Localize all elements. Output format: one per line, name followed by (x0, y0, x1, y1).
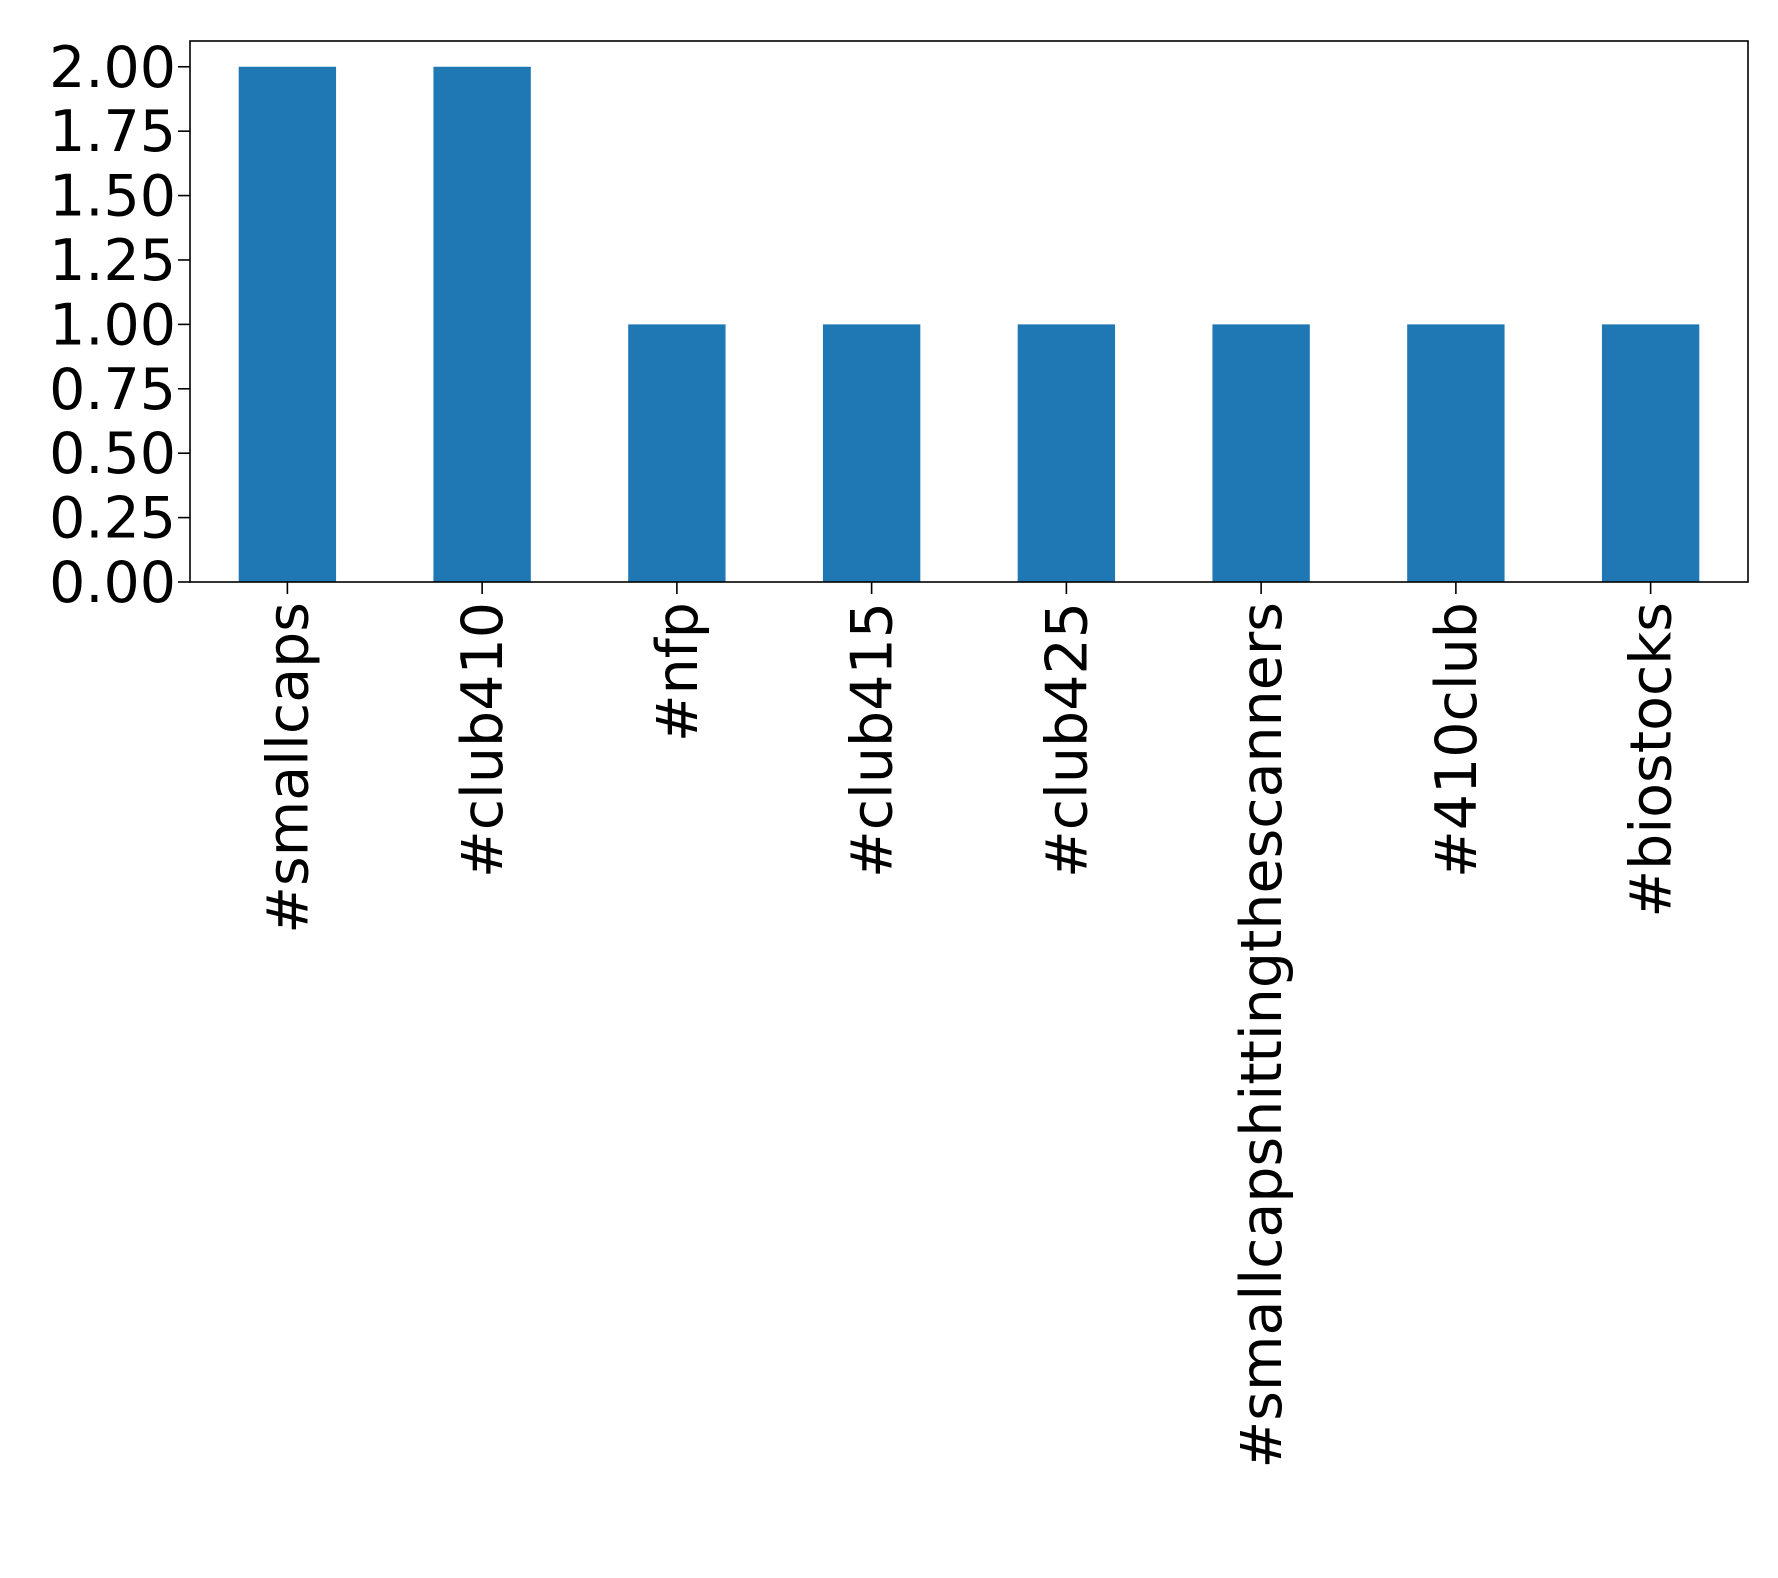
bar-410club (1407, 324, 1505, 582)
x-axis: #smallcaps #club410 #nfp #club415 #club425 #s… (255, 582, 1685, 1469)
x-tick-label-smallcapshittingthescanners: #smallcapshittingthescanners (1229, 602, 1295, 1469)
x-tick-label-410club: #410club (1424, 602, 1490, 878)
y-tick-label: 1.25 (49, 228, 176, 294)
y-tick-label: 2.00 (49, 35, 176, 101)
bar-biostocks (1601, 324, 1700, 582)
bar-smallcaps (238, 66, 337, 582)
bar-club415 (822, 324, 921, 582)
bar-nfp (628, 324, 726, 582)
y-tick-label: 1.75 (49, 99, 176, 165)
plot-frame (189, 40, 1749, 583)
bar-club410 (433, 66, 531, 582)
y-axis: 0.000.250.500.751.001.251.501.752.00 (49, 35, 190, 616)
y-tick-label: 1.00 (49, 292, 176, 358)
x-tick-label-club410: #club410 (450, 602, 516, 878)
bars-group (238, 66, 1700, 582)
y-tick-label: 1.50 (49, 164, 176, 230)
bar-club425 (1017, 324, 1116, 582)
bar-smallcapshittingthescanners (1212, 324, 1310, 582)
y-tick-label: 0.25 (49, 486, 176, 552)
y-tick-label: 0.75 (49, 357, 176, 423)
x-tick-label-club425: #club425 (1034, 602, 1100, 878)
x-tick-label-club415: #club415 (840, 602, 906, 878)
x-tick-label-biostocks: #biostocks (1619, 602, 1685, 918)
x-tick-label-nfp: #nfp (645, 602, 711, 742)
y-tick-label: 0.00 (49, 550, 176, 616)
x-tick-label-smallcaps: #smallcaps (255, 602, 321, 934)
y-tick-label: 0.50 (49, 421, 176, 487)
